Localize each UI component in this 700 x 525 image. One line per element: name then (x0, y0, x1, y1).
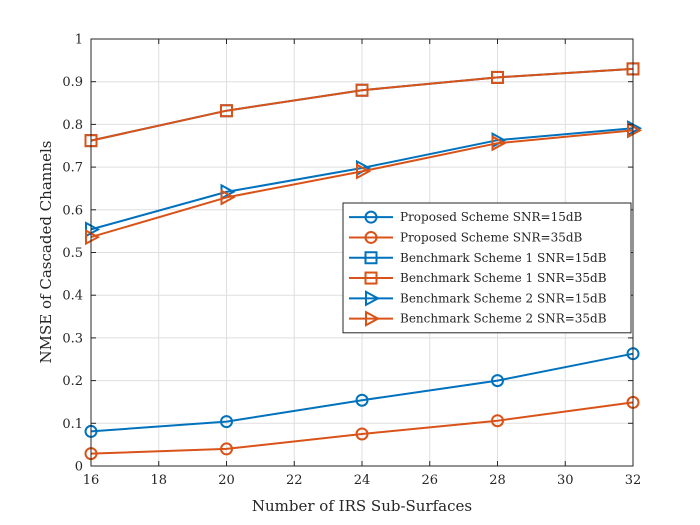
data-point (491, 374, 504, 388)
data-point (220, 442, 233, 456)
y-tick-label: 0.7 (62, 161, 83, 176)
data-point (355, 393, 369, 407)
y-tick-label: 0.8 (62, 118, 83, 133)
legend: Proposed Scheme SNR=15dB Proposed Scheme … (342, 202, 632, 334)
data-point (356, 163, 372, 180)
y-axis-label: NMSE of Cascaded Channels (37, 141, 55, 364)
x-tick-label: 16 (83, 473, 100, 488)
data-point (491, 135, 507, 152)
series-6 (85, 122, 643, 246)
x-tick-label: 32 (625, 473, 642, 488)
series-layer (84, 62, 643, 461)
legend-label: Benchmark Scheme 1 SNR=15dB (400, 251, 607, 265)
legend-box (342, 202, 632, 334)
y-tick-label: 0.9 (62, 75, 83, 90)
y-tick-label: 1 (75, 33, 83, 48)
legend-marker (364, 251, 378, 265)
ticks: 16 18 20 22 24 26 28 30 32 0 0.1 0.2 0.3 0.4 0.5 0.6 0.7… (62, 33, 641, 489)
y-tick-label: 0.4 (62, 289, 83, 304)
legend-item: Benchmark Scheme 2 SNR=35dB (349, 310, 607, 327)
legend-marker (364, 230, 378, 244)
legend-label: Proposed Scheme SNR=35dB (400, 230, 583, 244)
legend-item: Proposed Scheme SNR=35dB (349, 230, 583, 244)
data-point (220, 189, 236, 206)
y-tick-label: 0.5 (62, 246, 83, 261)
legend-marker (365, 290, 381, 307)
legend-marker (364, 271, 378, 285)
y-tick-label: 0.2 (62, 374, 83, 389)
series-line (90, 352, 634, 433)
legend-label: Benchmark Scheme 1 SNR=35dB (400, 271, 607, 285)
legend-marker (365, 310, 381, 327)
data-point (355, 83, 369, 97)
series-line (90, 129, 634, 239)
legend-item: Benchmark Scheme 1 SNR=35dB (349, 271, 607, 285)
legend-label: Benchmark Scheme 2 SNR=15dB (400, 291, 607, 305)
x-tick-label: 24 (354, 473, 371, 488)
data-point (220, 104, 233, 118)
data-point (85, 221, 101, 238)
data-point (220, 415, 233, 429)
legend-item: Proposed Scheme SNR=15dB (349, 210, 583, 224)
y-tick-label: 0 (75, 460, 83, 475)
x-axis-label: Number of IRS Sub-Surfaces (252, 497, 472, 515)
x-tick-label: 30 (557, 473, 574, 488)
y-tick-label: 0.6 (62, 203, 83, 218)
legend-label: Benchmark Scheme 2 SNR=35dB (400, 312, 607, 326)
y-tick-label: 0.1 (62, 417, 83, 432)
series-line (90, 67, 634, 142)
x-tick-label: 22 (286, 473, 303, 488)
data-point (627, 122, 643, 139)
x-tick-label: 20 (218, 473, 235, 488)
legend-item: Benchmark Scheme 1 SNR=15dB (349, 251, 607, 265)
y-tick-label: 0.3 (62, 331, 83, 346)
data-point (355, 427, 369, 441)
legend-marker (364, 210, 378, 224)
x-tick-label: 18 (150, 473, 167, 488)
legend-item: Benchmark Scheme 2 SNR=15dB (349, 290, 607, 307)
x-tick-label: 28 (489, 473, 506, 488)
data-point (85, 228, 101, 246)
series-line (90, 401, 634, 455)
data-point (491, 414, 504, 428)
data-point (491, 70, 504, 84)
legend-label: Proposed Scheme SNR=15dB (400, 210, 583, 224)
x-tick-label: 26 (421, 473, 438, 488)
